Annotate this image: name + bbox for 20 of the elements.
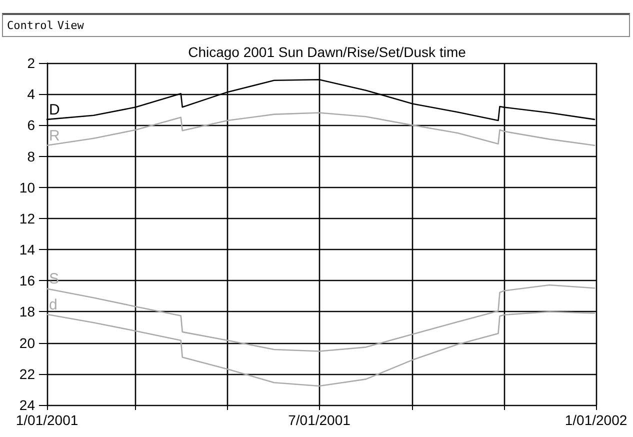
y-tick-label: 14	[19, 242, 36, 258]
y-tick-label: 22	[19, 366, 36, 382]
x-tick-label: 1/01/2002	[564, 412, 628, 428]
y-tick-label: 8	[27, 148, 36, 164]
menu-bar: Control View	[2, 13, 630, 37]
x-tick-label: 1/01/2001	[16, 412, 78, 428]
y-tick-label: 16	[19, 272, 36, 289]
y-tick-label: 24	[19, 397, 36, 413]
y-tick-label: 18	[19, 304, 36, 320]
x-tick-label: 7/01/2001	[288, 412, 351, 428]
y-tick-label: 6	[27, 117, 36, 134]
y-tick-label: 10	[19, 179, 36, 196]
series-label: d	[49, 296, 58, 314]
y-tick-label: 4	[27, 86, 36, 102]
y-tick-label: 2	[27, 55, 36, 71]
series-label: D	[49, 101, 60, 118]
series-label: R	[49, 127, 60, 144]
y-tick-label: 12	[19, 210, 36, 226]
chart-title: Chicago 2001 Sun Dawn/Rise/Set/Dusk time	[188, 44, 466, 60]
y-tick-label: 20	[19, 334, 36, 351]
